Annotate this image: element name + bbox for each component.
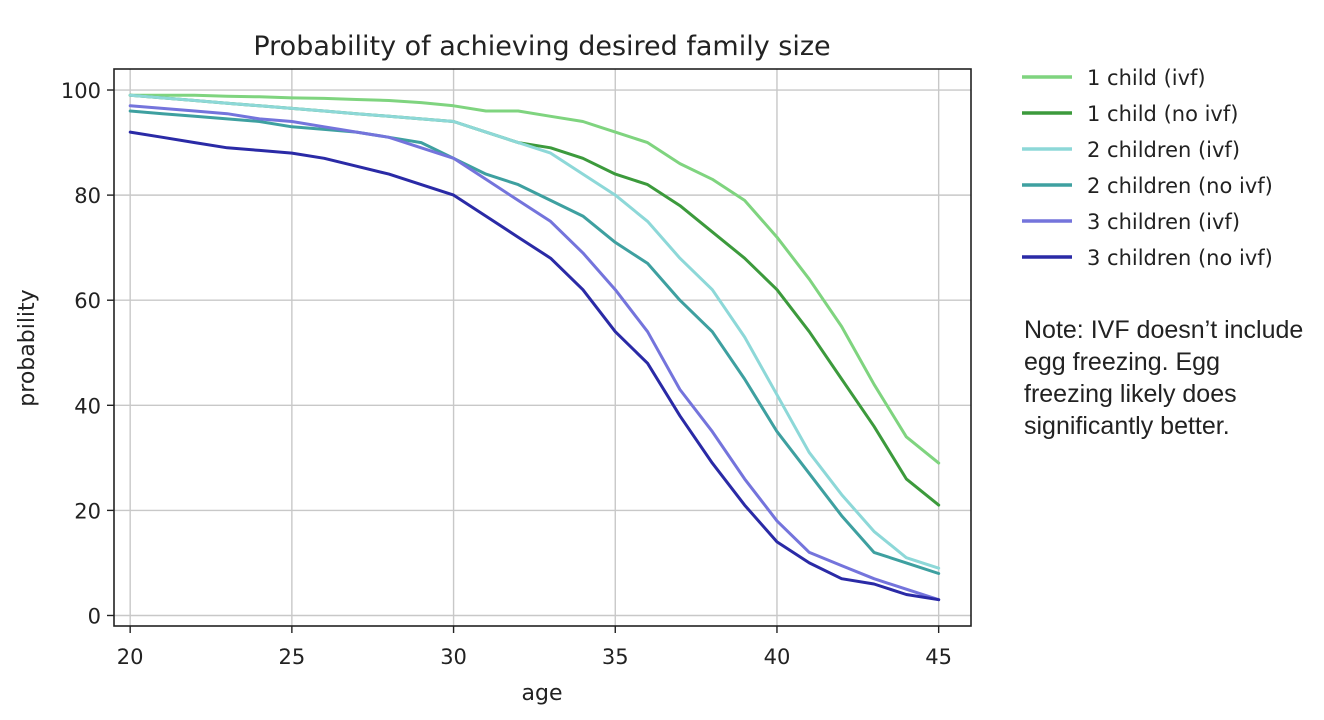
legend-label: 1 child (no ivf) [1087,102,1238,126]
chart-title: Probability of achieving desired family … [253,31,830,62]
y-tick-label: 0 [88,604,101,628]
y-axis-label: probability [15,289,40,406]
legend-label: 3 children (no ivf) [1087,246,1273,270]
grid-lines [114,69,971,626]
y-tick-label: 40 [74,394,101,418]
x-tick-label: 35 [602,645,629,669]
series-line-6 [128,130,941,602]
x-tick-label: 45 [925,645,952,669]
axes: 20 25 30 35 40 45 0 20 40 60 80 100 [61,68,972,669]
series-line-5 [128,104,941,602]
y-tick-label: 100 [61,79,101,103]
x-tick-label: 20 [117,645,144,669]
x-tick-label: 30 [440,645,467,669]
legend: 1 child (ivf) 1 child (no ivf) 2 children … [1022,66,1273,270]
series-line-3 [128,93,941,570]
legend-label: 2 children (no ivf) [1087,174,1273,198]
plot-frame [113,68,972,627]
legend-label: 1 child (ivf) [1087,66,1206,90]
x-tick-label: 25 [279,645,306,669]
x-axis-label: age [522,681,563,706]
series-line-4 [128,109,941,575]
legend-label: 2 children (ivf) [1087,138,1240,162]
y-tick-label: 60 [74,289,101,313]
series-line-1 [128,93,941,465]
x-tick-label: 40 [764,645,791,669]
y-tick-label: 20 [74,499,101,523]
y-tick-label: 80 [74,184,101,208]
footnote: Note: IVF doesn’t include egg freezing. … [1024,316,1304,440]
series-lines [128,93,941,602]
legend-label: 3 children (ivf) [1087,210,1240,234]
